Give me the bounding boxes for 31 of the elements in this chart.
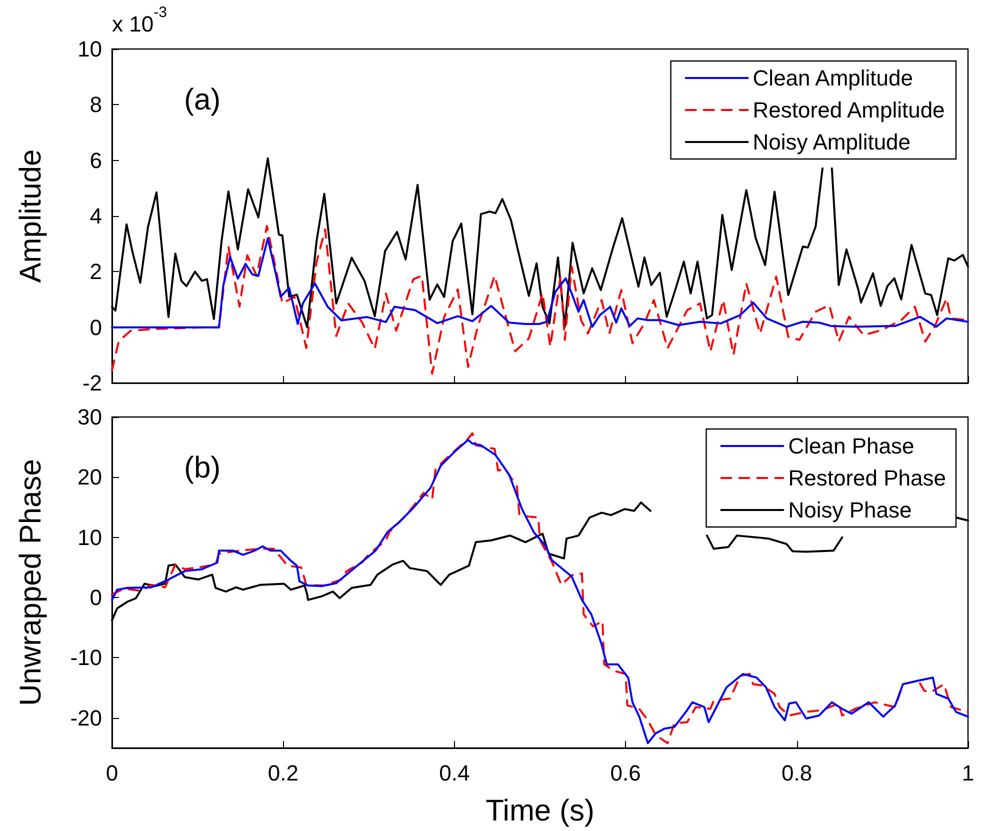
x-tick-label: 0.2 [268,760,298,786]
x-tick-label: 0.4 [439,760,470,786]
text: (b) [184,452,221,484]
x-axis-title: Time (s) [486,794,594,828]
legend-label: Clean Phase [788,434,914,458]
y-tick-label: 8 [90,92,102,118]
x-tick-label: 1 [962,760,974,786]
y-tick-label: 4 [90,204,102,228]
legend-label: Noisy Phase [788,498,912,522]
y-axis-title: Amplitude [14,149,48,283]
y-tick-label: 6 [90,148,102,173]
y-tick-label: 20 [78,464,102,490]
y-tick-label: 2 [90,259,102,284]
y-tick-label: 30 [78,404,102,430]
text: (a) [184,84,221,116]
y-tick-label: 10 [78,524,102,550]
x-tick-label: 0 [106,760,118,786]
legend-label: Restored Phase [788,466,946,490]
y-tick-label: 0 [90,585,102,610]
y-tick-label: 10 [78,36,102,62]
y-axis-title: Unwrapped Phase [14,459,48,706]
line-series [111,237,969,328]
y-tick-label: -10 [70,645,102,670]
y-tick-label: -20 [70,705,102,730]
x-tick-label: 0.6 [610,760,641,786]
legend-label: Restored Amplitude [752,98,945,122]
y-tick-label: -2 [82,370,102,396]
legend-label: Clean Amplitude [752,66,914,90]
x-tick-label: 0.8 [782,760,812,786]
legend-label: Noisy Amplitude [752,130,911,154]
y-tick-label: 0 [90,314,102,340]
